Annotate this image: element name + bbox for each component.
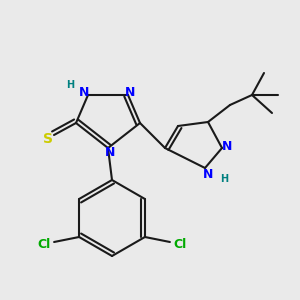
Text: S: S — [43, 132, 53, 146]
Text: N: N — [222, 140, 232, 152]
Text: H: H — [66, 80, 74, 90]
Text: N: N — [105, 146, 115, 160]
Text: H: H — [220, 174, 228, 184]
Text: Cl: Cl — [38, 238, 51, 250]
Text: N: N — [79, 86, 89, 100]
Text: N: N — [125, 86, 135, 100]
Text: Cl: Cl — [173, 238, 187, 250]
Text: N: N — [203, 167, 213, 181]
